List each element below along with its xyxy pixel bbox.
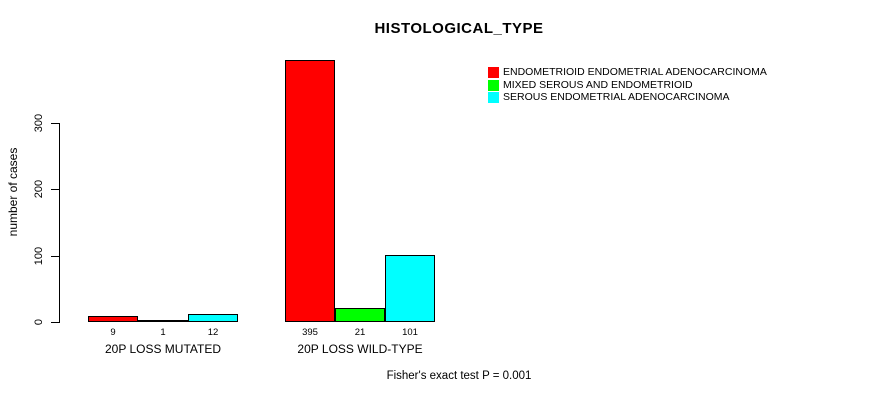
y-axis-tick-label: 100 xyxy=(33,246,45,266)
legend-swatch-icon xyxy=(488,80,499,91)
legend-item-label: SEROUS ENDOMETRIAL ADENOCARCINOMA xyxy=(503,91,730,103)
y-axis-tick xyxy=(51,189,59,190)
y-axis-tick-label: 0 xyxy=(33,318,45,326)
bar-count-label: 21 xyxy=(354,327,366,338)
chart-title: HISTOLOGICAL_TYPE xyxy=(374,20,544,37)
bar-group1-series1 xyxy=(335,308,385,322)
legend-item-label: MIXED SEROUS AND ENDOMETRIOID xyxy=(503,79,693,91)
legend-swatch-icon xyxy=(488,67,499,78)
bar-group1-series2 xyxy=(385,255,435,322)
legend-item-label: ENDOMETRIOID ENDOMETRIAL ADENOCARCINOMA xyxy=(503,66,767,78)
y-axis-tick xyxy=(51,123,59,124)
bar-count-label: 12 xyxy=(207,327,219,338)
y-axis-line xyxy=(59,123,60,323)
bar-group0-series0 xyxy=(88,316,138,322)
bar-count-label: 1 xyxy=(160,327,166,338)
legend-swatch-icon xyxy=(488,92,499,103)
bar-group1-series0 xyxy=(285,60,335,322)
bar-count-label: 101 xyxy=(402,327,418,338)
bar-count-label: 9 xyxy=(110,327,116,338)
y-axis-tick-label: 300 xyxy=(33,113,45,133)
bar-group0-series1 xyxy=(138,320,188,322)
y-axis-label: number of cases xyxy=(6,147,20,237)
bar-group0-series2 xyxy=(188,314,238,322)
bar-count-label: 395 xyxy=(302,327,318,338)
fisher-test-annotation: Fisher's exact test P = 0.001 xyxy=(386,370,532,382)
y-axis-tick xyxy=(51,256,59,257)
y-axis-tick xyxy=(51,322,59,323)
y-axis-tick-label: 200 xyxy=(33,179,45,199)
x-axis-group-label: 20P LOSS MUTATED xyxy=(104,342,222,356)
x-axis-group-label: 20P LOSS WILD-TYPE xyxy=(297,342,423,356)
